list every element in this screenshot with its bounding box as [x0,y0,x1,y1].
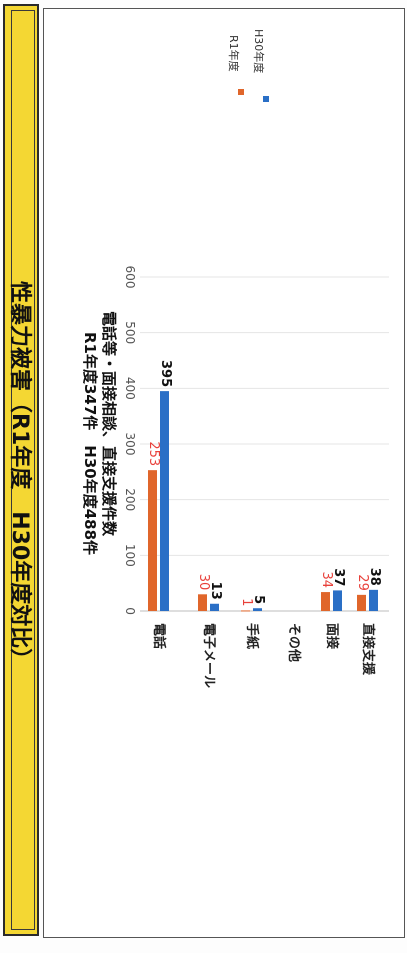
title-banner-frame [11,10,35,930]
data-label: 30 [196,574,211,591]
bar-r1 [198,594,207,611]
category-label: 手紙 [244,623,260,649]
data-label: 253 [146,441,161,466]
category-label: 面接 [324,623,340,649]
legend-swatch-h30 [263,96,269,102]
bar-h30 [160,391,169,611]
bar-r1 [148,470,157,611]
data-label: 38 [367,568,382,586]
value-tick-label: 100 [123,544,137,567]
banner-title: 性暴力被害（R1年度 H30年度対比） [7,281,32,671]
bar-r1 [241,610,250,612]
value-tick-label: 200 [123,488,137,511]
legend-swatch-r1 [238,89,244,95]
value-tick-label: 400 [123,377,137,400]
bar-r1 [321,592,330,611]
value-tick-label: 600 [123,266,137,289]
grid-lines [140,276,389,612]
category-label: 直接支援 [360,623,376,676]
labels: 0 100 200 300 400 500 600 電話 電子メール 手紙 その他 面接 直接支援 253… [123,266,382,688]
data-label: 1 [239,598,254,606]
bar-h30 [369,589,378,611]
value-tick-label: 0 [123,607,137,615]
bar-h30 [333,590,342,611]
data-label: 5 [251,595,266,604]
chart-plot: 0 100 200 300 400 500 600 電話 電子メール 手紙 その他 面接 直接支援 253… [123,266,389,688]
value-tick-label: 500 [123,321,137,344]
bar-r1 [357,594,366,611]
category-label: 電子メール [201,623,216,688]
bars [148,391,378,612]
chart-panel: 電話等・面接相談、直接支援件数 R1年度347件 H30年度488件 R1年度 … [43,8,405,938]
category-label: その他 [286,623,302,662]
bar-h30 [253,608,262,611]
title-banner: 性暴力被害（R1年度 H30年度対比） [3,4,39,936]
data-label: 29 [355,574,370,591]
data-label: 13 [208,582,223,600]
value-tick-label: 300 [123,433,137,456]
data-label: 395 [158,360,173,387]
data-label: 37 [331,568,346,586]
data-label: 34 [319,572,334,589]
category-label: 電話 [151,623,167,649]
bar-h30 [210,603,219,611]
